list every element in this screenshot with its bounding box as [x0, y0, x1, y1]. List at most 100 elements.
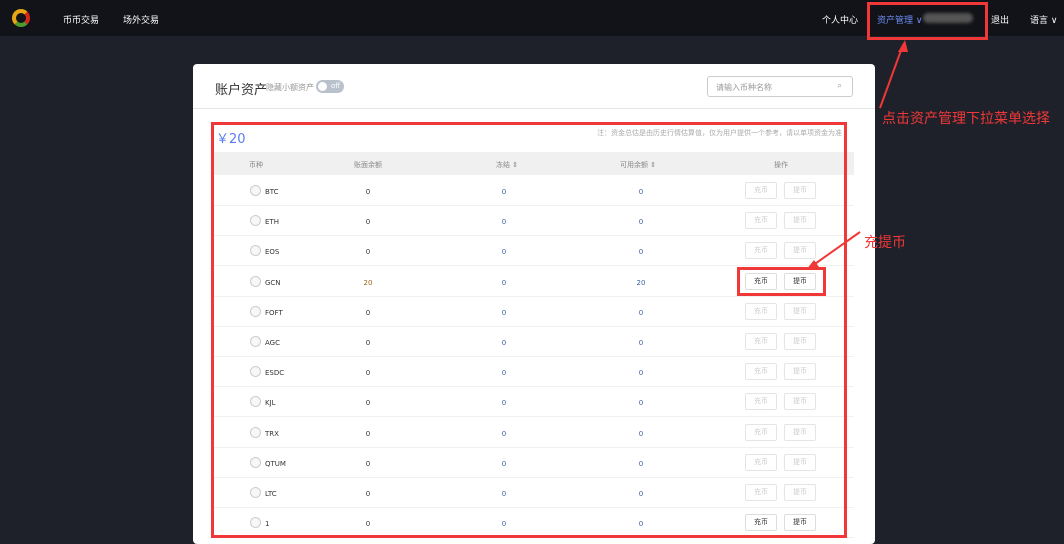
coin-icon [250, 245, 261, 257]
balance-value: 0 [365, 490, 371, 498]
coin-icon [250, 517, 261, 529]
annotation-menu: 点击资产管理下拉菜单选择 [882, 111, 1050, 127]
withdraw-button[interactable]: 提币 [784, 514, 816, 532]
table-row: QTUM 0 0 0 充币 提币 [214, 448, 854, 478]
frozen-value: 0 [501, 339, 507, 347]
table-row: FOFT 0 0 0 充币 提币 [214, 297, 854, 327]
frozen-value: 0 [501, 218, 507, 227]
withdraw-button[interactable]: 提币 [784, 302, 816, 320]
available-value: 0 [638, 248, 644, 257]
frozen-value: 0 [501, 520, 507, 529]
coin-icon [250, 215, 261, 227]
coin-icon [250, 426, 261, 438]
page-title: 账户资产 [215, 83, 268, 98]
coin-name: KJL [265, 399, 276, 408]
table-row: KJL 0 0 0 充币 提币 [214, 387, 854, 418]
deposit-button[interactable]: 充币 [745, 302, 777, 320]
highlight-box-menu [867, 2, 988, 40]
frozen-value: 0 [501, 490, 507, 498]
frozen-value: 0 [501, 188, 507, 196]
col-balance: 账面余额 [354, 161, 382, 169]
available-value: 20 [636, 278, 646, 287]
deposit-button[interactable]: 充币 [745, 514, 777, 532]
coin-icon [250, 456, 261, 468]
coin-icon [250, 336, 261, 347]
asset-management-label: 资产管理 [877, 16, 914, 26]
coin-name: GCN [265, 278, 281, 287]
coin-icon [250, 275, 261, 287]
deposit-button[interactable]: 充币 [745, 272, 777, 290]
deposit-button[interactable]: 充币 [745, 484, 777, 501]
deposit-button[interactable]: 充币 [745, 453, 777, 471]
top-nav: 币币交易 场外交易 个人中心 资产管理 ∨ 退出 语言 ∨ [0, 0, 1064, 36]
table-row: TRX 0 0 0 充币 提币 [214, 418, 854, 448]
withdraw-button[interactable]: 提币 [784, 333, 816, 350]
coin-name: 1 [265, 520, 270, 529]
arrow-to-buttons [811, 231, 861, 267]
withdraw-button[interactable]: 提币 [784, 212, 816, 230]
deposit-button[interactable]: 充币 [745, 333, 777, 350]
available-value: 0 [638, 218, 644, 227]
withdraw-button[interactable]: 提币 [784, 393, 816, 411]
frozen-value: 0 [501, 459, 507, 468]
withdraw-button[interactable]: 提币 [784, 453, 816, 471]
withdraw-button[interactable]: 提币 [784, 242, 816, 260]
asset-card: 账户资产 隐藏小额资产 off 请输入币种名称 ⌕ ￥20 注：资金总估是由历史行… [193, 64, 875, 544]
available-value: 0 [638, 399, 644, 408]
annotation-buttons: 充提币 [864, 235, 906, 251]
col-coin: 币种 [249, 161, 263, 169]
coin-icon [250, 487, 261, 498]
coin-icon [250, 366, 261, 378]
col-action: 操作 [774, 161, 788, 169]
available-value: 0 [638, 188, 644, 196]
withdraw-button[interactable]: 提币 [784, 272, 816, 290]
coin-name: TRX [265, 429, 279, 438]
coin-search-input[interactable]: 请输入币种名称 ⌕ [707, 76, 853, 97]
col-frozen[interactable]: 冻结 ⇕ [496, 160, 518, 170]
withdraw-button[interactable]: 提币 [784, 363, 816, 381]
balance-value: 0 [365, 218, 371, 227]
coin-icon [250, 396, 261, 408]
arrowhead [898, 40, 908, 52]
deposit-button[interactable]: 充币 [745, 423, 777, 441]
total-assets: ￥20 [216, 132, 246, 147]
hide-small-toggle[interactable]: off [316, 80, 344, 93]
logo-icon[interactable] [12, 9, 30, 27]
balance-value: 20 [363, 278, 373, 287]
col-frozen-label: 冻结 [496, 161, 510, 169]
hide-small-label: 隐藏小额资产 [266, 83, 314, 92]
deposit-button[interactable]: 充币 [745, 242, 777, 260]
nav-otc-trade[interactable]: 场外交易 [123, 16, 160, 26]
sort-icon: ⇕ [650, 161, 657, 169]
deposit-button[interactable]: 充币 [745, 212, 777, 230]
chevron-down-icon: ∨ [915, 16, 923, 26]
deposit-button[interactable]: 充币 [745, 393, 777, 411]
col-available[interactable]: 可用余额 ⇕ [620, 160, 656, 170]
nav-spot-trade[interactable]: 币币交易 [63, 16, 100, 26]
withdraw-button[interactable]: 提币 [784, 423, 816, 441]
balance-value: 0 [365, 459, 371, 468]
deposit-button[interactable]: 充币 [745, 182, 777, 199]
deposit-button[interactable]: 充币 [745, 363, 777, 381]
nav-language[interactable]: 语言 ∨ [1030, 13, 1057, 26]
withdraw-button[interactable]: 提币 [784, 484, 816, 501]
coin-name: BTC [265, 188, 279, 196]
coin-name: AGC [265, 339, 280, 347]
nav-logout[interactable]: 退出 [991, 16, 1010, 26]
table-row: AGC 0 0 0 充币 提币 [214, 327, 854, 357]
balance-value: 0 [365, 429, 371, 438]
available-value: 0 [638, 459, 644, 468]
balance-value: 0 [365, 308, 371, 317]
withdraw-button[interactable]: 提币 [784, 182, 816, 199]
available-value: 0 [638, 369, 644, 378]
coin-name: EOS [265, 248, 280, 257]
chevron-down-icon: ∨ [1050, 16, 1058, 26]
coin-icon [250, 185, 261, 196]
available-value: 0 [638, 520, 644, 529]
frozen-value: 0 [501, 248, 507, 257]
table-header: 币种 账面余额 冻结 ⇕ 可用余额 ⇕ 操作 [214, 152, 854, 175]
coin-name: ESDC [265, 369, 285, 378]
balance-value: 0 [365, 248, 371, 257]
nav-asset-management[interactable]: 资产管理 ∨ [877, 13, 922, 26]
nav-personal-center[interactable]: 个人中心 [822, 16, 859, 26]
